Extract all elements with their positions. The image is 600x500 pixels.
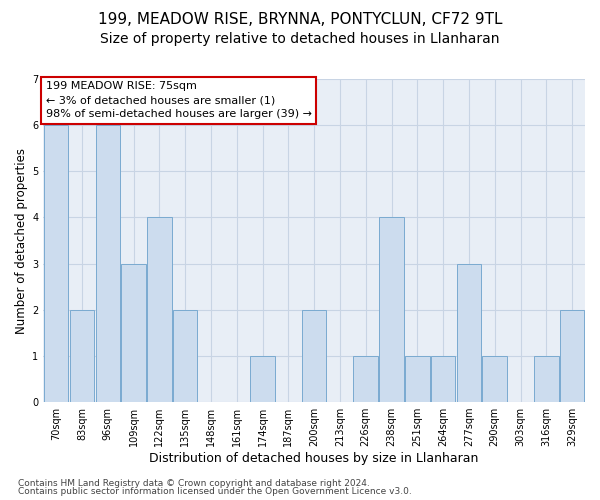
Text: 199 MEADOW RISE: 75sqm
← 3% of detached houses are smaller (1)
98% of semi-detac: 199 MEADOW RISE: 75sqm ← 3% of detached …	[46, 82, 312, 120]
Text: 199, MEADOW RISE, BRYNNA, PONTYCLUN, CF72 9TL: 199, MEADOW RISE, BRYNNA, PONTYCLUN, CF7…	[98, 12, 502, 28]
Bar	[482, 356, 507, 402]
Bar	[44, 125, 68, 402]
Bar	[302, 310, 326, 402]
Text: Size of property relative to detached houses in Llanharan: Size of property relative to detached ho…	[100, 32, 500, 46]
Bar	[405, 356, 430, 402]
X-axis label: Distribution of detached houses by size in Llanharan: Distribution of detached houses by size …	[149, 452, 479, 465]
Bar	[147, 218, 172, 402]
Bar	[457, 264, 481, 402]
Text: Contains HM Land Registry data © Crown copyright and database right 2024.: Contains HM Land Registry data © Crown c…	[18, 478, 370, 488]
Bar	[95, 125, 120, 402]
Bar	[431, 356, 455, 402]
Bar	[379, 218, 404, 402]
Bar	[70, 310, 94, 402]
Bar	[121, 264, 146, 402]
Bar	[353, 356, 378, 402]
Bar	[250, 356, 275, 402]
Y-axis label: Number of detached properties: Number of detached properties	[15, 148, 28, 334]
Bar	[560, 310, 584, 402]
Bar	[534, 356, 559, 402]
Bar	[173, 310, 197, 402]
Text: Contains public sector information licensed under the Open Government Licence v3: Contains public sector information licen…	[18, 488, 412, 496]
